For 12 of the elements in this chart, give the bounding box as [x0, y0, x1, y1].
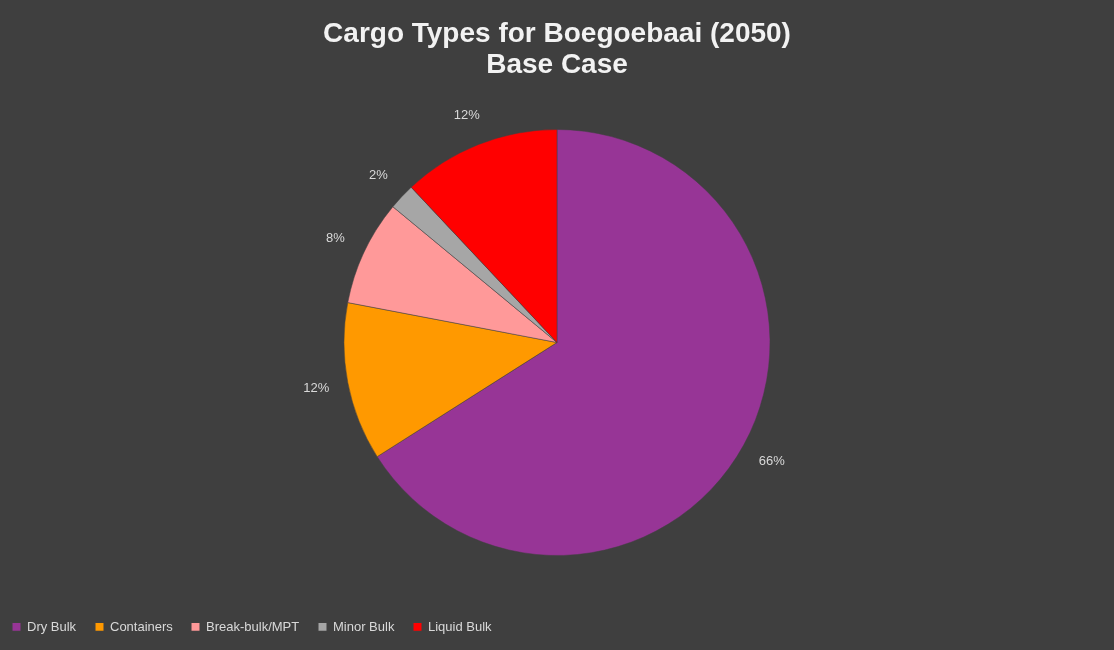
- chart-title: Cargo Types for Boegoebaai (2050): [323, 17, 791, 48]
- data-label: 8%: [325, 230, 346, 246]
- data-label: 12%: [453, 106, 481, 122]
- data-label: 12%: [303, 380, 330, 396]
- legend-label: Minor Bulk: [333, 618, 395, 634]
- legend-label: Liquid Bulk: [428, 618, 493, 634]
- chart-subtitle: Base Case: [486, 48, 628, 79]
- legend-label: Containers: [110, 618, 174, 634]
- legend-label: Dry Bulk: [27, 618, 77, 634]
- data-label: 66%: [758, 452, 786, 468]
- data-label: 2%: [369, 166, 389, 182]
- legend-label: Break-bulk/MPT: [206, 618, 300, 634]
